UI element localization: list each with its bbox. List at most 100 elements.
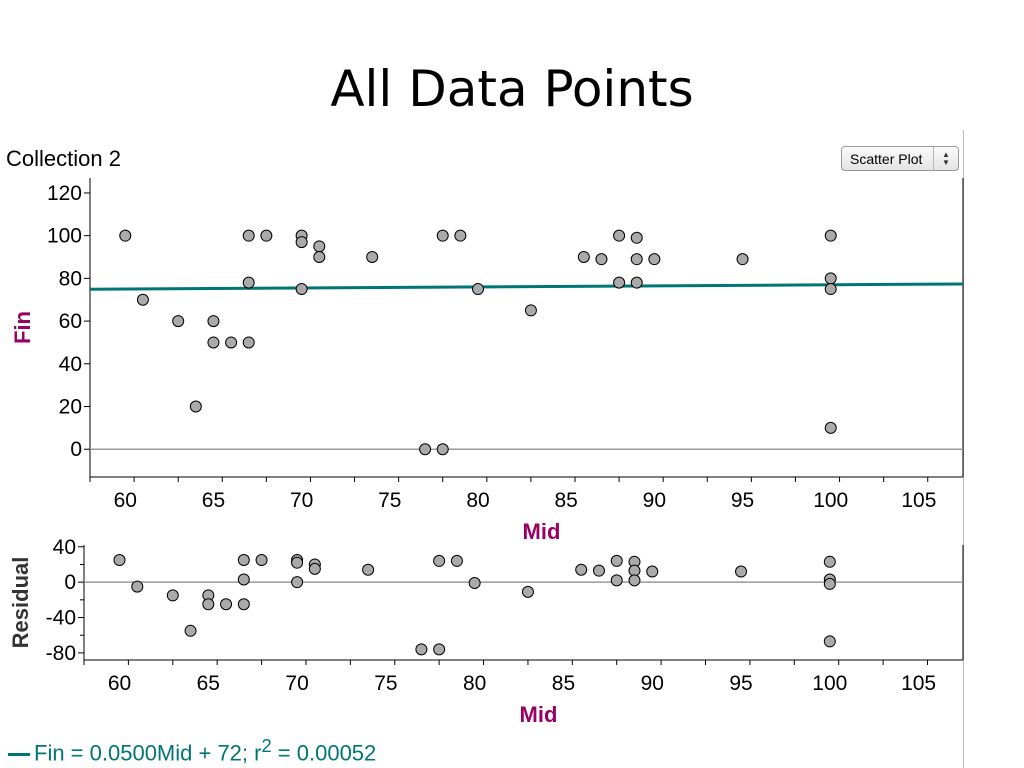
- residual-data-point: [415, 643, 428, 656]
- residual-x-tick-label: 65: [197, 672, 220, 695]
- main-x-tick-label: 75: [378, 489, 401, 512]
- residual-data-point: [610, 574, 623, 587]
- residual-x-tick-label: 90: [641, 672, 664, 695]
- main-x-tick-label: 105: [901, 489, 936, 512]
- residual-data-point: [308, 562, 321, 575]
- main-x-tick-label: 95: [731, 489, 754, 512]
- residual-x-tick-label: 85: [552, 672, 575, 695]
- main-x-tick-label: 85: [555, 489, 578, 512]
- main-data-point: [242, 336, 255, 349]
- regression-equation: Fin = 0.0500Mid + 72; r2 = 0.00052: [8, 735, 376, 766]
- main-x-tick-label: 65: [202, 489, 225, 512]
- main-data-point: [436, 229, 449, 242]
- main-data-point: [595, 253, 608, 266]
- residual-x-tick-label: 100: [812, 672, 847, 695]
- main-y-tick-label: 0: [70, 438, 82, 461]
- main-y-axis-title: Fin: [10, 311, 35, 344]
- main-y-tick-label: 40: [59, 353, 82, 376]
- main-data-point: [242, 229, 255, 242]
- main-x-tick-label: 60: [114, 489, 137, 512]
- residual-data-point: [735, 565, 748, 578]
- residual-x-tick-label: 105: [901, 672, 936, 695]
- main-data-point: [630, 276, 643, 289]
- main-data-point: [454, 229, 467, 242]
- residual-data-point: [291, 576, 304, 589]
- main-y-tick-label: 60: [59, 310, 82, 333]
- residual-data-point: [823, 635, 836, 648]
- residual-data-point: [237, 598, 250, 611]
- collection-name: Collection 2: [6, 146, 121, 171]
- residual-x-tick-label: 75: [374, 672, 397, 695]
- main-data-point: [136, 293, 149, 306]
- residual-data-point: [468, 577, 481, 590]
- regression-line-swatch: [8, 753, 30, 757]
- residual-x-tick-label: 95: [729, 672, 752, 695]
- main-data-point: [313, 251, 326, 264]
- main-data-point: [242, 276, 255, 289]
- main-y-tick-label: 80: [59, 267, 82, 290]
- residual-data-point: [592, 564, 605, 577]
- residual-y-tick-label: -40: [46, 607, 76, 630]
- residual-y-tick-label: 0: [64, 571, 76, 594]
- main-data-point: [613, 229, 626, 242]
- main-data-point: [295, 283, 308, 296]
- residual-x-tick-label: 70: [285, 672, 308, 695]
- residual-data-point: [166, 589, 179, 602]
- residual-x-tick-label: 60: [108, 672, 131, 695]
- main-data-point: [736, 253, 749, 266]
- residual-data-point: [291, 556, 304, 569]
- residual-y-tick-label: 40: [53, 536, 76, 559]
- main-data-point: [472, 283, 484, 296]
- residual-data-point: [823, 555, 836, 568]
- main-data-point: [436, 443, 449, 456]
- residual-data-point: [450, 554, 463, 567]
- main-data-point: [225, 336, 238, 349]
- residual-data-point: [628, 574, 641, 587]
- main-data-point: [366, 251, 379, 264]
- main-data-point: [824, 229, 837, 242]
- equation-rhs: = 0.00052: [271, 740, 377, 766]
- residual-data-point: [184, 624, 197, 637]
- residual-data-point: [237, 554, 250, 567]
- residual-data-point: [237, 573, 250, 586]
- main-data-point: [119, 229, 132, 242]
- main-data-point: [189, 400, 202, 413]
- main-data-point: [207, 336, 220, 349]
- plot-type-select[interactable]: Scatter Plot ▲ ▼: [841, 146, 959, 171]
- residual-x-axis-title: Mid: [520, 702, 558, 727]
- residual-data-point: [220, 598, 233, 611]
- main-x-tick-label: 100: [813, 489, 848, 512]
- main-x-tick-label: 90: [643, 489, 666, 512]
- main-data-point: [824, 272, 837, 285]
- up-down-arrows-icon[interactable]: ▲ ▼: [933, 147, 958, 170]
- residual-data-point: [362, 563, 375, 576]
- main-data-point: [295, 236, 308, 249]
- main-x-tick-label: 70: [290, 489, 313, 512]
- residual-data-point: [433, 643, 446, 656]
- residual-data-point: [610, 554, 623, 567]
- main-data-point: [524, 304, 537, 317]
- residual-data-point: [646, 565, 659, 578]
- residual-y-axis-title: Residual: [8, 557, 33, 649]
- main-data-point: [207, 315, 220, 328]
- residual-data-point: [433, 554, 446, 567]
- main-y-tick-label: 20: [59, 396, 82, 419]
- slide-title: All Data Points: [330, 60, 694, 118]
- residual-x-tick-label: 80: [463, 672, 486, 695]
- main-data-point: [613, 276, 626, 289]
- plot-type-label: Scatter Plot: [850, 151, 923, 167]
- main-data-point: [172, 315, 185, 328]
- main-data-point: [260, 229, 273, 242]
- residual-data-point: [521, 585, 534, 598]
- residual-data-point: [575, 563, 588, 576]
- main-data-point: [419, 443, 432, 456]
- residual-data-point: [823, 577, 836, 590]
- main-data-point: [824, 283, 837, 296]
- main-regression-line: [89, 282, 964, 291]
- main-y-tick-label: 120: [47, 182, 82, 205]
- main-data-point: [824, 421, 837, 434]
- main-y-tick-label: 100: [47, 225, 82, 248]
- main-data-point: [648, 253, 661, 266]
- residual-y-tick-label: -80: [46, 642, 76, 665]
